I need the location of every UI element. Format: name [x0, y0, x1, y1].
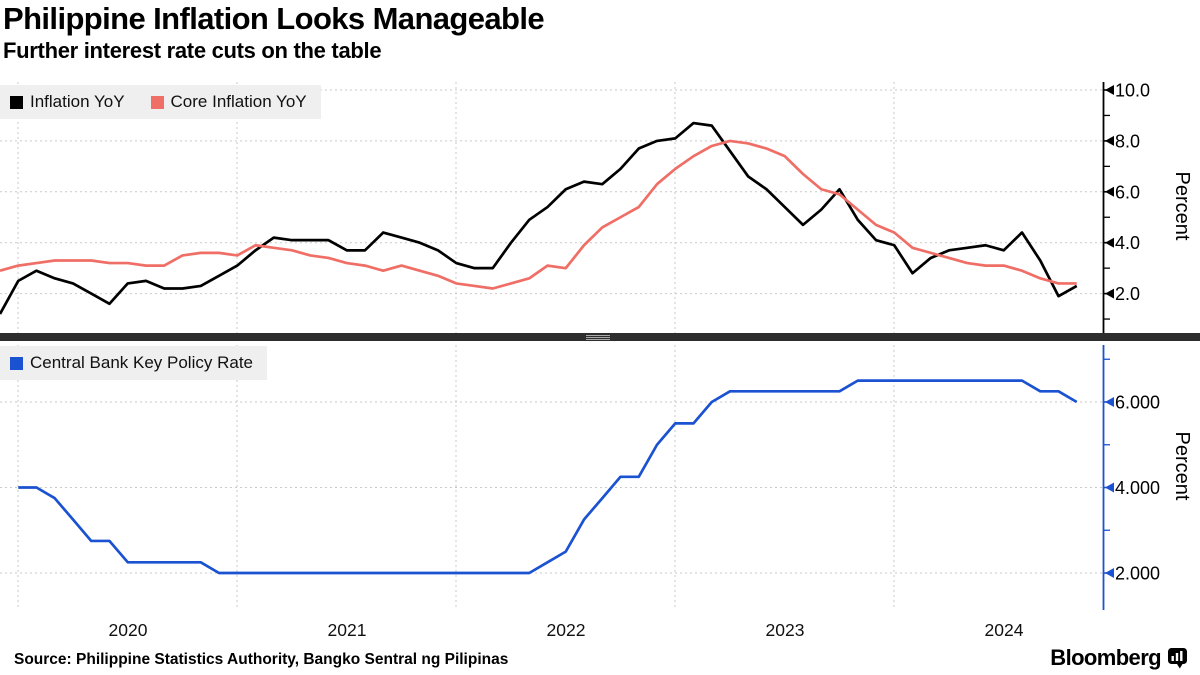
bloomberg-brand: Bloomberg	[1050, 645, 1188, 671]
tick-arrow-icon	[1105, 397, 1114, 407]
tick-arrow-icon	[1105, 482, 1114, 493]
tick-arrow-icon	[1105, 288, 1114, 299]
legend-swatch-icon	[150, 95, 164, 109]
legend-policy-panel: Central Bank Key Policy Rate	[0, 346, 267, 380]
panel-divider[interactable]	[0, 333, 1200, 341]
tick-arrow-icon	[1105, 568, 1114, 578]
series-inflation-yoy	[0, 121, 1078, 315]
legend-item-central-bank-key-policy-rate[interactable]: Central Bank Key Policy Rate	[10, 353, 253, 373]
tick-arrow-icon	[1105, 186, 1114, 197]
legend-swatch-icon	[10, 356, 23, 370]
series-central-bank-key-policy-rate	[18, 379, 1078, 575]
legend-swatch-icon	[10, 95, 23, 109]
y-tick-label: 6.000	[1115, 393, 1160, 413]
y-tick-label: 10.0	[1115, 81, 1150, 101]
divider-grip-icon[interactable]	[586, 335, 610, 336]
tick-arrow-icon	[1105, 135, 1114, 146]
series-core-inflation-yoy	[0, 139, 1077, 290]
page-title: Philippine Inflation Looks Manageable	[3, 1, 545, 36]
tick-arrow-icon	[1105, 85, 1114, 95]
x-year-label: 2022	[547, 620, 586, 640]
page-subtitle: Further interest rate cuts on the table	[3, 38, 382, 64]
tick-arrow-icon	[1105, 237, 1114, 248]
y-tick-label: 8.0	[1115, 131, 1140, 151]
x-year-label: 2021	[328, 620, 367, 640]
legend-item-inflation-yoy[interactable]: Inflation YoY	[10, 92, 125, 112]
bloomberg-wordmark: Bloomberg	[1050, 645, 1161, 670]
y-axis-title: Percent	[1171, 172, 1193, 241]
legend-label: Core Inflation YoY	[170, 92, 307, 111]
y-tick-label: 6.0	[1115, 182, 1140, 202]
y-tick-label: 4.0	[1115, 233, 1140, 253]
source-note: Source: Philippine Statistics Authority,…	[14, 651, 509, 668]
legend-item-core-inflation-yoy[interactable]: Core Inflation YoY	[150, 92, 307, 112]
x-year-label: 2020	[109, 620, 148, 640]
y-tick-label: 2.000	[1115, 564, 1160, 584]
chart-header: Philippine Inflation Looks Manageable Fu…	[3, 1, 545, 64]
legend-label: Inflation YoY	[30, 92, 125, 111]
x-year-label: 2024	[985, 620, 1024, 640]
y-tick-label: 2.0	[1115, 284, 1140, 304]
x-year-label: 2023	[766, 620, 805, 640]
y-axis-title: Percent	[1171, 432, 1193, 501]
legend-label: Central Bank Key Policy Rate	[30, 353, 253, 372]
legend-inflation-panel: Inflation YoY Core Inflation YoY	[0, 85, 321, 119]
bloomberg-terminal-icon	[1168, 647, 1187, 668]
y-tick-label: 4.000	[1115, 478, 1160, 498]
